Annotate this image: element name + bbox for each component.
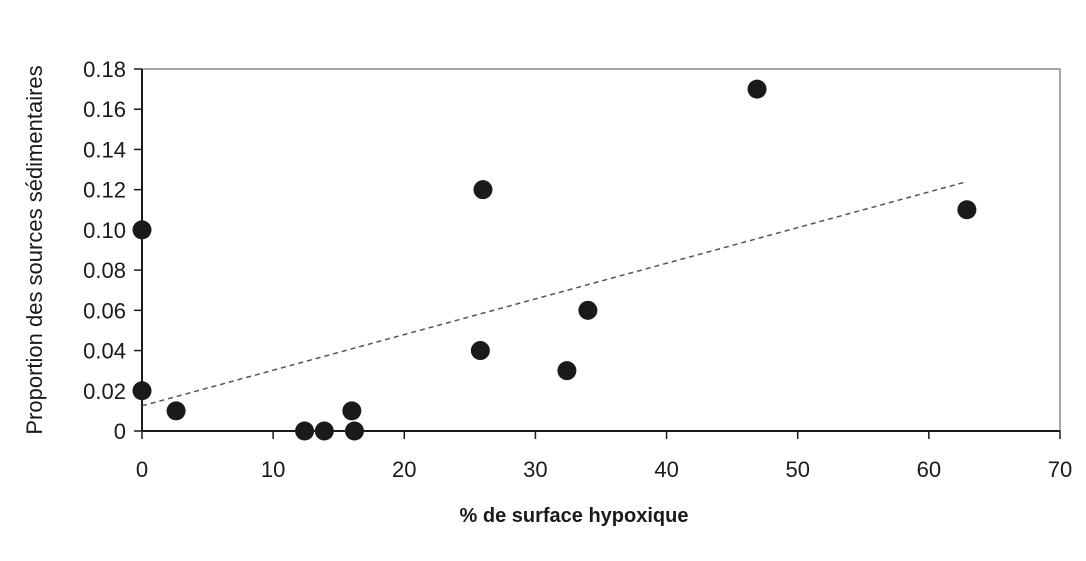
x-tick-label: 60 [917, 457, 941, 482]
y-tick-label: 0.18 [83, 57, 126, 82]
data-point [342, 401, 362, 421]
plot-area-frame [141, 68, 1061, 432]
data-points [132, 79, 977, 441]
data-point [957, 200, 977, 220]
y-tick-label: 0 [114, 419, 126, 444]
x-tick-label: 0 [136, 457, 148, 482]
x-tick-label: 70 [1048, 457, 1072, 482]
y-tick-label: 0.06 [83, 298, 126, 323]
x-tick-label: 20 [392, 457, 416, 482]
data-point [473, 180, 493, 200]
data-point [132, 220, 152, 240]
x-tick-label: 40 [654, 457, 678, 482]
y-tick-label: 0.12 [83, 178, 126, 203]
data-point [166, 401, 186, 421]
data-point [132, 381, 152, 401]
data-point [295, 421, 315, 441]
data-point [747, 79, 767, 99]
x-axis-ticks: 0 10 20 30 40 50 60 70 [136, 431, 1072, 482]
y-tick-label: 0.04 [83, 339, 126, 364]
y-axis-title: Proportion des sources sédimentaires [22, 65, 47, 434]
y-tick-label: 0.16 [83, 97, 126, 122]
x-tick-label: 10 [261, 457, 285, 482]
y-tick-label: 0.02 [83, 379, 126, 404]
y-tick-label: 0.14 [83, 137, 126, 162]
x-tick-label: 50 [785, 457, 809, 482]
data-point [557, 361, 577, 381]
data-point [578, 300, 598, 320]
data-point [344, 421, 364, 441]
y-tick-label: 0.08 [83, 258, 126, 283]
trendline [141, 180, 968, 407]
y-tick-label: 0.10 [83, 218, 126, 243]
y-axis-ticks: 0 0.02 0.04 0.06 0.08 0.10 0.12 0.14 0.16 0.18 [83, 57, 142, 444]
data-point [314, 421, 334, 441]
x-tick-label: 30 [523, 457, 547, 482]
x-axis-title: % de surface hypoxique [460, 505, 689, 527]
data-point [470, 341, 490, 361]
